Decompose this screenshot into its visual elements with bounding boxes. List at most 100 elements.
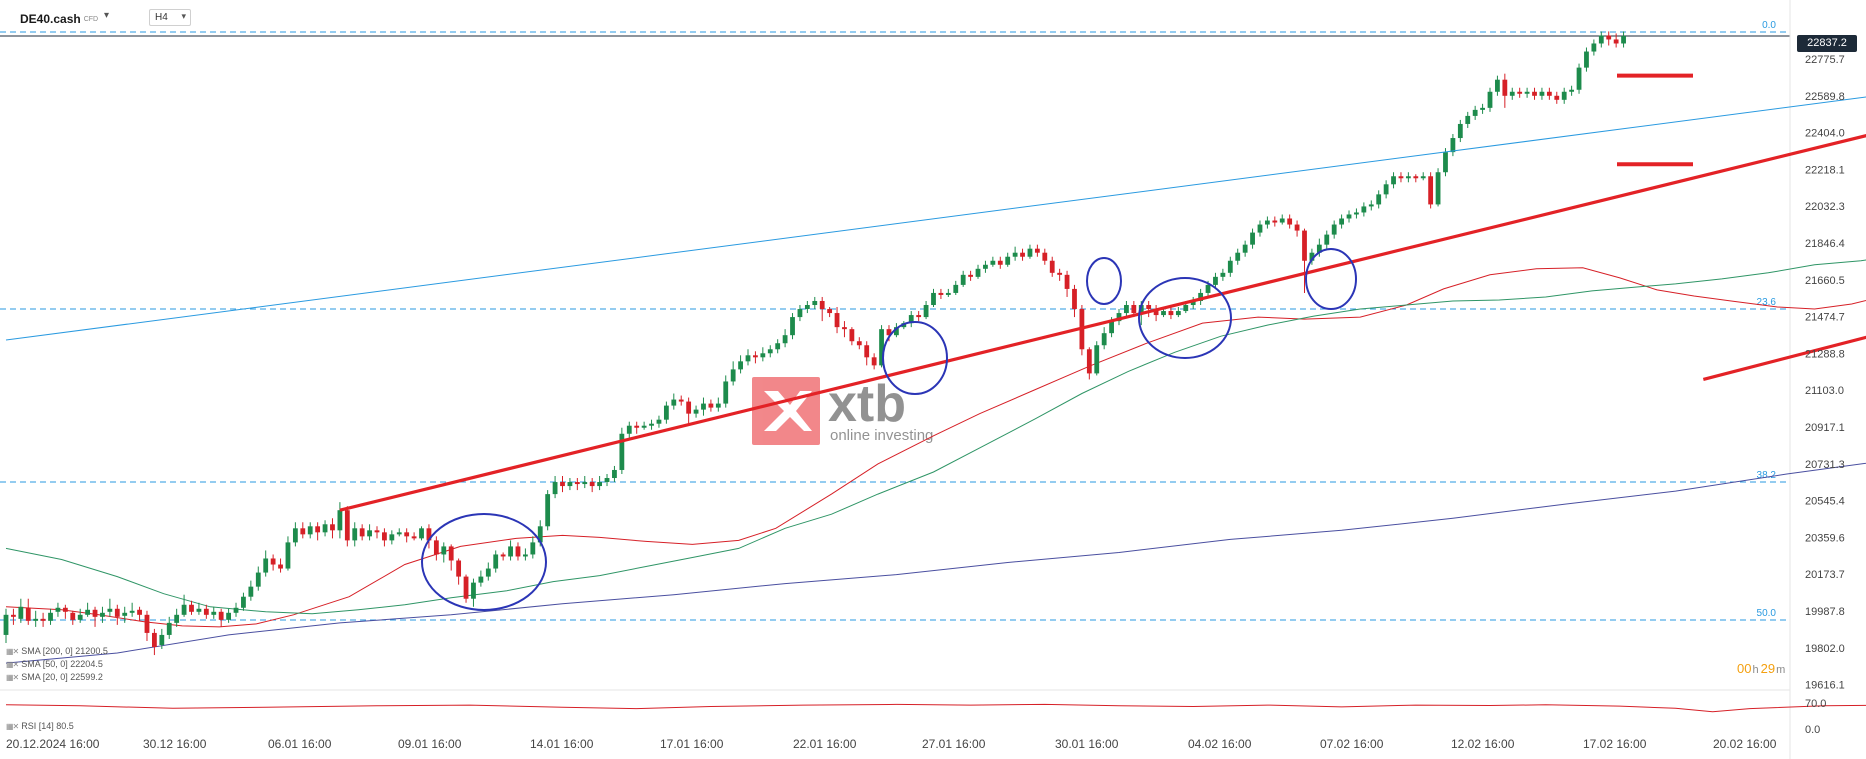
candle (1465, 111, 1471, 128)
candle (40, 612, 46, 627)
candle-body (1153, 309, 1159, 316)
candle (1472, 105, 1478, 120)
fib-label: 38.2 (1757, 470, 1777, 481)
candle (1480, 103, 1485, 114)
candle (1405, 172, 1411, 183)
candle-body (790, 317, 795, 336)
candle (278, 558, 283, 573)
candle (1391, 172, 1396, 189)
candle (1398, 172, 1404, 183)
rsi-level-label: 70.0 (1805, 698, 1826, 710)
candle (85, 602, 91, 617)
symbol-label[interactable]: DE40.cash CFD (20, 12, 98, 26)
candle-body (508, 546, 513, 557)
candle (938, 288, 944, 299)
candle (931, 288, 936, 308)
time-tick-label: 04.02 16:00 (1188, 737, 1252, 751)
candle (1598, 31, 1604, 48)
rsi-line (5, 703, 1866, 713)
candle (33, 610, 39, 627)
candle-body (916, 315, 922, 318)
candle (70, 610, 76, 625)
candle-body (1302, 230, 1307, 261)
candle-body (604, 478, 610, 483)
candle-body (1465, 115, 1471, 124)
time-tick-label: 12.02 16:00 (1451, 737, 1515, 751)
settings-icon[interactable]: ▦✕ (6, 646, 19, 656)
settings-icon[interactable]: ▦✕ (6, 659, 19, 669)
fib-label: 0.0 (1762, 20, 1776, 31)
candle (1265, 216, 1270, 229)
candle (471, 578, 476, 607)
candle (426, 524, 432, 549)
indicator-label: RSI [14] 80.5 (21, 721, 74, 731)
time-tick-label: 30.01 16:00 (1055, 737, 1119, 751)
candle (307, 522, 313, 539)
candle-body (1309, 252, 1315, 261)
candle-body (1346, 214, 1352, 219)
time-axis: 20.12.2024 16:00 30.12 16:00 06.01 16:00 09… (6, 737, 1777, 751)
price-tick-label: 22404.0 (1805, 128, 1845, 140)
candle (419, 526, 424, 541)
candle-body (1250, 232, 1255, 245)
candle-body (827, 309, 833, 314)
indicator-sma20[interactable]: ▦✕ SMA [20, 0] 22599.2 (6, 672, 103, 682)
candle-body (1361, 206, 1367, 213)
candle (367, 524, 372, 541)
candle-body (48, 612, 53, 621)
candle-body (166, 622, 172, 635)
candle-body (3, 614, 9, 635)
candle-body (1428, 176, 1434, 205)
candle (1175, 307, 1181, 318)
settings-icon[interactable]: ▦✕ (6, 721, 19, 731)
moving-averages (5, 259, 1866, 664)
candle-body (196, 608, 202, 612)
candle (62, 604, 68, 619)
candle-body (1042, 252, 1048, 261)
candle-body (886, 329, 892, 336)
candle (352, 522, 358, 547)
settings-icon[interactable]: ▦✕ (6, 672, 19, 682)
symbol-dropdown-icon[interactable]: ▾ (104, 10, 110, 21)
candle (337, 502, 343, 539)
candle (1457, 119, 1463, 143)
candle (738, 355, 743, 374)
candle-body (77, 614, 83, 620)
candle-body (1205, 284, 1211, 293)
indicator-sma50[interactable]: ▦✕ SMA [50, 0] 22204.5 (6, 659, 103, 669)
candle-body (1094, 345, 1100, 374)
symbol-tag: CFD (83, 16, 99, 24)
candle-body (493, 554, 499, 569)
candle (1309, 248, 1315, 265)
candle-body (255, 572, 261, 587)
candle (129, 602, 135, 617)
candle (241, 592, 246, 611)
candle (560, 476, 565, 493)
candle-body (1131, 305, 1137, 314)
candle-body (619, 433, 625, 470)
candle (463, 574, 469, 603)
candle (723, 375, 729, 408)
candle-body (1265, 220, 1270, 225)
indicator-sma200[interactable]: ▦✕ SMA [200, 0] 21200.5 (6, 646, 108, 656)
candle-body (344, 510, 350, 541)
candle (203, 604, 209, 619)
candle (196, 602, 202, 615)
candle (114, 604, 120, 625)
price-tick-label: 21288.8 (1805, 348, 1845, 360)
candle-body (1242, 244, 1248, 253)
candle-body (374, 530, 380, 533)
candle (1302, 228, 1307, 293)
candle (285, 536, 291, 571)
indicator-rsi[interactable]: ▦✕ RSI [14] 80.5 (6, 721, 74, 731)
candle-body (864, 345, 870, 358)
candle-body (1532, 91, 1537, 96)
sma200-line (5, 462, 1866, 664)
candle (404, 528, 410, 543)
timeframe-selector[interactable]: H4 ▾ (149, 9, 191, 26)
price-tick-label: 22775.7 (1805, 54, 1845, 66)
candle (923, 300, 929, 320)
candle-body (70, 612, 76, 620)
